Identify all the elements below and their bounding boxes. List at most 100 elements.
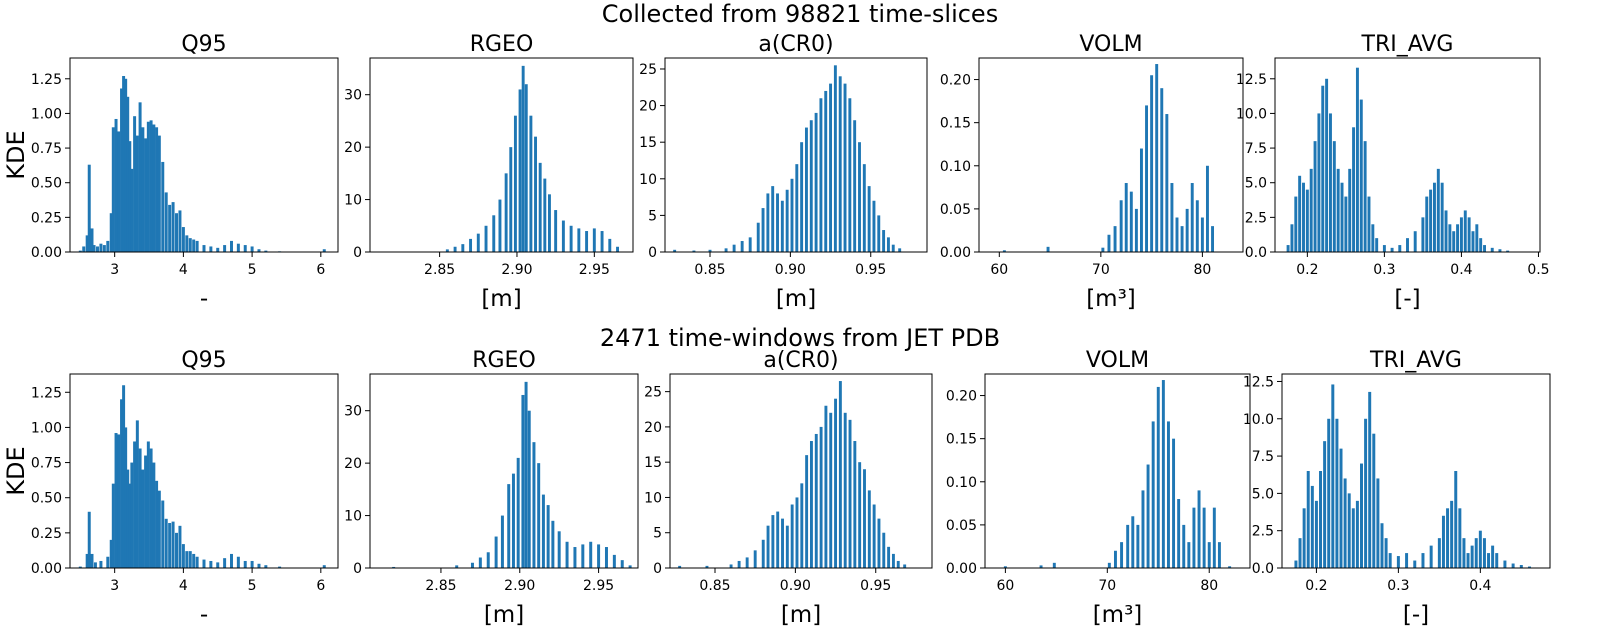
histogram-bar xyxy=(1372,433,1376,568)
histogram-bar xyxy=(521,65,525,252)
histogram-bar xyxy=(149,448,153,568)
histogram-bar xyxy=(1462,538,1466,568)
histogram-bar xyxy=(1347,493,1351,568)
y-tick-label: 20 xyxy=(344,456,362,472)
histogram-bar xyxy=(87,164,91,252)
x-axis-label: [-] xyxy=(1403,602,1429,628)
histogram-bar xyxy=(1487,553,1491,568)
histogram-bar xyxy=(171,202,175,252)
histogram-bar xyxy=(1450,500,1454,568)
x-tick-label: 0.85 xyxy=(699,578,730,594)
histogram-bar xyxy=(250,560,254,568)
y-tick-label: 5.0 xyxy=(1245,176,1267,192)
y-axis-label: KDE xyxy=(2,130,30,179)
histogram-bar xyxy=(1437,538,1441,568)
y-tick-label: 0 xyxy=(353,245,362,261)
histogram-bar xyxy=(243,245,247,252)
histogram-bar xyxy=(264,565,268,568)
histogram-bar xyxy=(1107,562,1111,568)
histogram-bar xyxy=(1519,565,1523,568)
histogram-bar xyxy=(521,394,525,568)
axes-frame xyxy=(664,57,928,253)
histogram-bar xyxy=(1475,224,1479,252)
histogram-bar xyxy=(1126,524,1130,568)
histogram-bar xyxy=(848,419,852,568)
y-tick-label: 7.5 xyxy=(1245,141,1267,157)
x-tick-label: 60 xyxy=(996,578,1014,594)
histogram-bar xyxy=(1302,182,1305,252)
histogram-bar xyxy=(124,78,128,252)
histogram-bar xyxy=(1113,226,1117,252)
histogram-bar xyxy=(152,462,156,568)
histogram-bar xyxy=(109,213,113,252)
histogram-bar xyxy=(1139,148,1143,252)
histogram-bar xyxy=(1528,566,1531,568)
histogram-bar xyxy=(612,554,616,568)
histogram-bar xyxy=(581,544,585,568)
histogram-bar xyxy=(546,505,550,568)
histogram-bar xyxy=(195,556,199,568)
histogram-bar xyxy=(500,515,504,568)
histogram-bar xyxy=(392,566,396,568)
histogram-bar xyxy=(853,120,857,252)
row-title-bottom: 2471 time-windows from JET PDB xyxy=(600,324,1000,352)
histogram-bar xyxy=(814,433,818,568)
panel-title: a(CR0) xyxy=(758,32,833,57)
histogram-bar xyxy=(524,381,528,568)
histogram-bar xyxy=(155,480,159,568)
x-axis-label: - xyxy=(200,602,208,628)
histogram-bar xyxy=(1286,245,1290,252)
histogram-bar xyxy=(1421,217,1425,252)
x-tick-label: 0.95 xyxy=(860,578,891,594)
histogram-bar xyxy=(509,147,513,252)
x-tick-label: 80 xyxy=(1193,262,1211,278)
histogram-bar xyxy=(824,90,828,252)
panel-title: a(CR0) xyxy=(763,348,838,373)
histogram-bar xyxy=(1182,524,1186,568)
histogram-bar xyxy=(250,246,254,252)
x-tick-label: 0.90 xyxy=(780,578,811,594)
histogram-bar xyxy=(756,222,760,252)
histogram-bar xyxy=(898,248,902,252)
histogram-bar xyxy=(819,98,823,252)
histogram-bar xyxy=(138,102,142,252)
histogram-bar xyxy=(1172,438,1176,568)
histogram-bar xyxy=(554,210,558,252)
histogram-bar xyxy=(1376,478,1380,568)
histogram-bar xyxy=(161,500,165,568)
histogram-bar xyxy=(322,249,326,252)
y-tick-label: 15 xyxy=(644,455,662,471)
histogram-bar xyxy=(829,412,833,568)
y-tick-label: 10 xyxy=(344,509,362,525)
y-tick-label: 0.10 xyxy=(946,475,977,491)
histogram-bar xyxy=(1441,515,1445,568)
histogram-bar xyxy=(1161,380,1165,568)
histogram-bar xyxy=(785,525,789,568)
histogram-bar xyxy=(1348,168,1352,252)
histogram-bar xyxy=(257,563,261,568)
histogram-bar xyxy=(185,235,189,252)
histogram-bar xyxy=(144,455,148,568)
histogram-bar xyxy=(181,227,185,252)
histogram-bar xyxy=(85,235,89,252)
histogram-bar xyxy=(1003,566,1007,568)
histogram-bar xyxy=(1298,175,1302,252)
histogram-bar xyxy=(453,246,457,252)
x-tick-label: 3 xyxy=(110,578,119,594)
histogram-bar xyxy=(805,455,809,568)
histogram-bar xyxy=(858,142,861,252)
y-tick-label: 0.05 xyxy=(940,202,971,218)
y-tick-label: 0.75 xyxy=(31,141,62,157)
histogram-bar xyxy=(1429,545,1433,568)
x-tick-label: 4 xyxy=(179,262,188,278)
histogram-bar xyxy=(1332,141,1336,252)
histogram-bar xyxy=(168,204,172,252)
panel-bottom-a-cr0-: 0.85 0.90 0.95 0 5 10 15 20 25 a(CR0) [m] xyxy=(644,348,933,628)
histogram-bar xyxy=(1466,553,1470,568)
histogram-bar xyxy=(498,199,502,252)
x-tick-label: 60 xyxy=(990,262,1008,278)
histogram-bar xyxy=(236,243,240,252)
x-tick-label: 3 xyxy=(110,262,119,278)
histogram-bar xyxy=(1302,508,1306,568)
histogram-bar xyxy=(1498,249,1502,252)
